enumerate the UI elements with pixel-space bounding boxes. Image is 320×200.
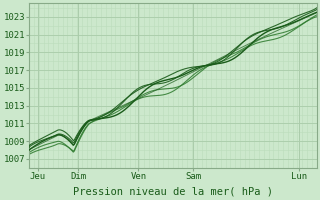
X-axis label: Pression niveau de la mer( hPa ): Pression niveau de la mer( hPa ) bbox=[73, 187, 273, 197]
